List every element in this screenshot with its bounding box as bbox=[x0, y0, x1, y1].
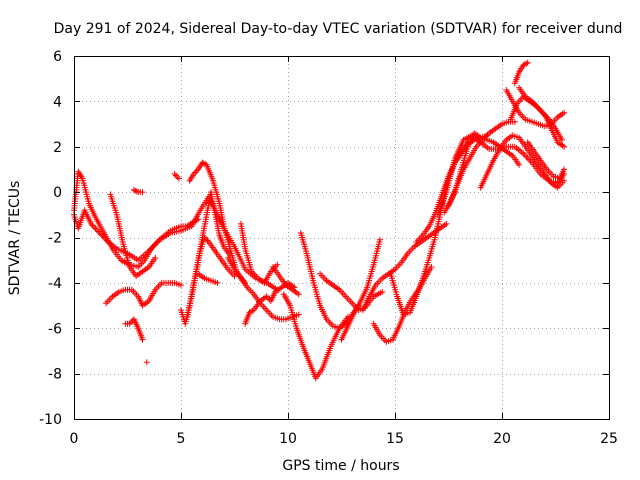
y-tick-label: -4 bbox=[48, 276, 62, 292]
data-point bbox=[511, 118, 518, 125]
data-point bbox=[561, 166, 568, 173]
data-point bbox=[193, 217, 200, 224]
data-point bbox=[178, 282, 184, 289]
series-track-c bbox=[103, 279, 184, 309]
data-point bbox=[171, 171, 178, 177]
series-track-n bbox=[237, 220, 281, 286]
series-track-l bbox=[195, 270, 221, 286]
series-track-g bbox=[143, 359, 150, 366]
data-point bbox=[214, 279, 221, 286]
data-point bbox=[175, 175, 182, 182]
data-point bbox=[204, 237, 211, 244]
y-tick-label: -6 bbox=[48, 321, 62, 337]
data-points bbox=[71, 59, 568, 382]
y-tick-label: 0 bbox=[53, 185, 62, 201]
x-tick-label: 25 bbox=[600, 431, 618, 447]
data-point bbox=[139, 336, 146, 343]
series-track-ae bbox=[511, 59, 531, 87]
data-point bbox=[231, 273, 238, 280]
data-point bbox=[558, 136, 565, 143]
series-track-x bbox=[413, 132, 490, 245]
data-point bbox=[132, 187, 139, 194]
y-tick-label: 6 bbox=[53, 49, 62, 65]
y-axis-label: SDTVAR / TECUs bbox=[7, 181, 23, 296]
y-tick-label: 2 bbox=[53, 140, 62, 156]
data-point bbox=[195, 216, 202, 223]
series-track-ab bbox=[477, 132, 568, 191]
series-track-b bbox=[71, 168, 202, 270]
data-point bbox=[379, 288, 386, 295]
x-axis-label: GPS time / hours bbox=[282, 458, 399, 474]
data-point bbox=[561, 177, 568, 184]
series-track-af bbox=[516, 84, 568, 150]
data-point bbox=[128, 319, 135, 326]
data-point bbox=[524, 59, 531, 66]
series-track-aa bbox=[434, 132, 568, 218]
series-track-e bbox=[122, 316, 146, 343]
series-track-t bbox=[338, 236, 383, 343]
series-track-ag bbox=[524, 139, 568, 182]
data-point bbox=[561, 109, 568, 116]
y-tick-label: -10 bbox=[39, 412, 62, 428]
series-track-s bbox=[317, 270, 386, 314]
series-track-i bbox=[178, 189, 234, 327]
data-point bbox=[265, 295, 271, 301]
series-track-z bbox=[445, 130, 523, 209]
data-point bbox=[523, 60, 530, 67]
y-tick-label: -2 bbox=[48, 231, 62, 247]
y-tick-label: -8 bbox=[48, 367, 62, 383]
x-tick-label: 10 bbox=[279, 431, 297, 447]
series-track-m bbox=[225, 254, 302, 323]
data-point bbox=[443, 220, 450, 227]
chart-title: Day 291 of 2024, Sidereal Day-to-day VTE… bbox=[54, 21, 623, 37]
x-tick-label: 15 bbox=[386, 431, 404, 447]
data-point bbox=[152, 254, 159, 261]
y-tick-label: 4 bbox=[53, 94, 62, 110]
data-point bbox=[92, 225, 99, 232]
data-point bbox=[516, 161, 523, 168]
data-point bbox=[295, 291, 302, 298]
data-point bbox=[521, 152, 528, 159]
x-tick-label: 0 bbox=[70, 431, 79, 447]
data-point bbox=[173, 172, 179, 179]
data-point bbox=[143, 359, 150, 366]
data-point bbox=[377, 236, 383, 243]
series-track-f bbox=[130, 186, 146, 196]
series-track-p bbox=[270, 264, 302, 298]
data-point bbox=[139, 189, 146, 196]
data-point bbox=[295, 311, 302, 318]
data-point bbox=[561, 143, 568, 150]
axis-ticks: 0 5 10 15 20 25 -10 -8 -6 -4 -2 0 2 4 6 bbox=[39, 49, 618, 447]
series-track-a bbox=[71, 193, 281, 293]
series-track-d bbox=[107, 191, 159, 280]
grid bbox=[74, 56, 609, 419]
x-tick-label: 5 bbox=[177, 431, 186, 447]
x-tick-label: 20 bbox=[493, 431, 511, 447]
data-point bbox=[91, 223, 97, 230]
series-track-h bbox=[171, 171, 182, 182]
data-point bbox=[133, 188, 140, 195]
data-point bbox=[174, 174, 181, 180]
data-point bbox=[274, 261, 281, 268]
